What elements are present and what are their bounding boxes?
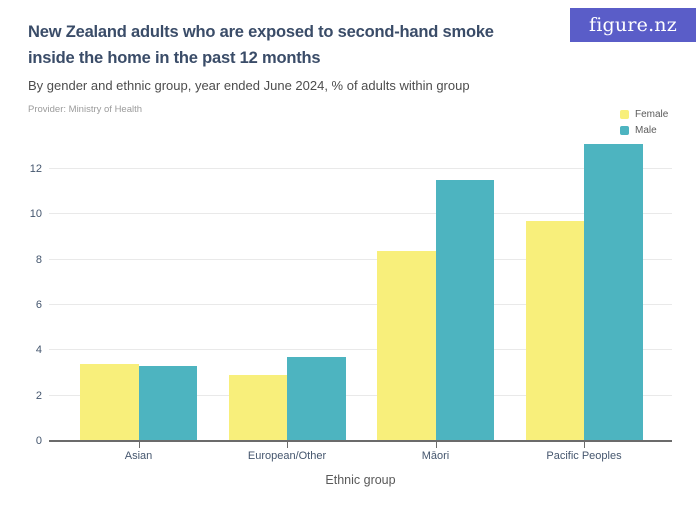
bar-european-other-female[interactable] xyxy=(228,375,287,441)
gridline-2 xyxy=(49,394,672,396)
page-title-line2: inside the home in the past 12 months xyxy=(28,49,321,67)
bar-pacific-peoples-female[interactable] xyxy=(525,221,584,441)
figure-nz-logo[interactable]: figure.nz xyxy=(570,8,696,42)
page-title-line1: New Zealand adults who are exposed to se… xyxy=(28,23,494,41)
gridline-12 xyxy=(49,168,672,170)
bar-european-other-male[interactable] xyxy=(287,357,346,441)
gridline-8 xyxy=(49,258,672,260)
page-title: New Zealand adults who are exposed to se… xyxy=(28,19,568,71)
bar-asian-female[interactable] xyxy=(80,363,139,441)
legend-label-male: Male xyxy=(635,124,657,136)
y-axis-label-6: 6 xyxy=(35,299,42,312)
category-label-european-other: European/Other xyxy=(247,450,327,462)
legend-swatch-male xyxy=(620,125,629,135)
legend-label-female: Female xyxy=(635,108,669,120)
page-subtitle: By gender and ethnic group, year ended J… xyxy=(28,78,470,93)
category-label-pacific-peoples: Pacific Peoples xyxy=(546,450,622,462)
y-axis-label-12: 12 xyxy=(29,163,42,176)
y-axis-label-4: 4 xyxy=(35,344,42,357)
y-axis-label-8: 8 xyxy=(35,253,42,266)
y-axis-label-2: 2 xyxy=(35,389,42,402)
x-tick-asian xyxy=(138,442,140,448)
bar-pacific-peoples-male[interactable] xyxy=(584,144,643,441)
category-label-maori: Māori xyxy=(421,450,450,462)
figure-nz-logo-text: figure.nz xyxy=(589,14,677,36)
chart-legend: Female Male xyxy=(620,106,668,138)
provider-note: Provider: Ministry of Health xyxy=(28,104,143,115)
y-axis-label-0: 0 xyxy=(35,435,42,447)
y-axis-label-10: 10 xyxy=(29,208,42,221)
x-axis-title: Ethnic group xyxy=(325,473,396,487)
bar-asian-male[interactable] xyxy=(138,366,197,441)
gridline-6 xyxy=(49,304,672,306)
x-tick-european-other xyxy=(287,442,288,448)
x-axis-line xyxy=(49,440,672,442)
x-axis-category-labels: Asian European/Other Māori Pacific Peoples xyxy=(49,450,672,464)
x-tick-pacific-peoples xyxy=(584,442,585,448)
bar-maori-female[interactable] xyxy=(377,250,436,441)
x-tick-maori xyxy=(435,442,437,448)
legend-item-male: Male xyxy=(620,122,668,138)
y-axis-labels: 0 2 4 6 8 10 12 xyxy=(0,144,42,447)
category-label-asian: Asian xyxy=(124,450,153,462)
legend-item-female: Female xyxy=(620,106,668,122)
gridline-10 xyxy=(49,213,672,215)
bar-maori-male[interactable] xyxy=(435,180,494,441)
plot-area xyxy=(49,144,672,448)
gridline-4 xyxy=(49,349,672,351)
legend-swatch-female xyxy=(620,109,629,119)
